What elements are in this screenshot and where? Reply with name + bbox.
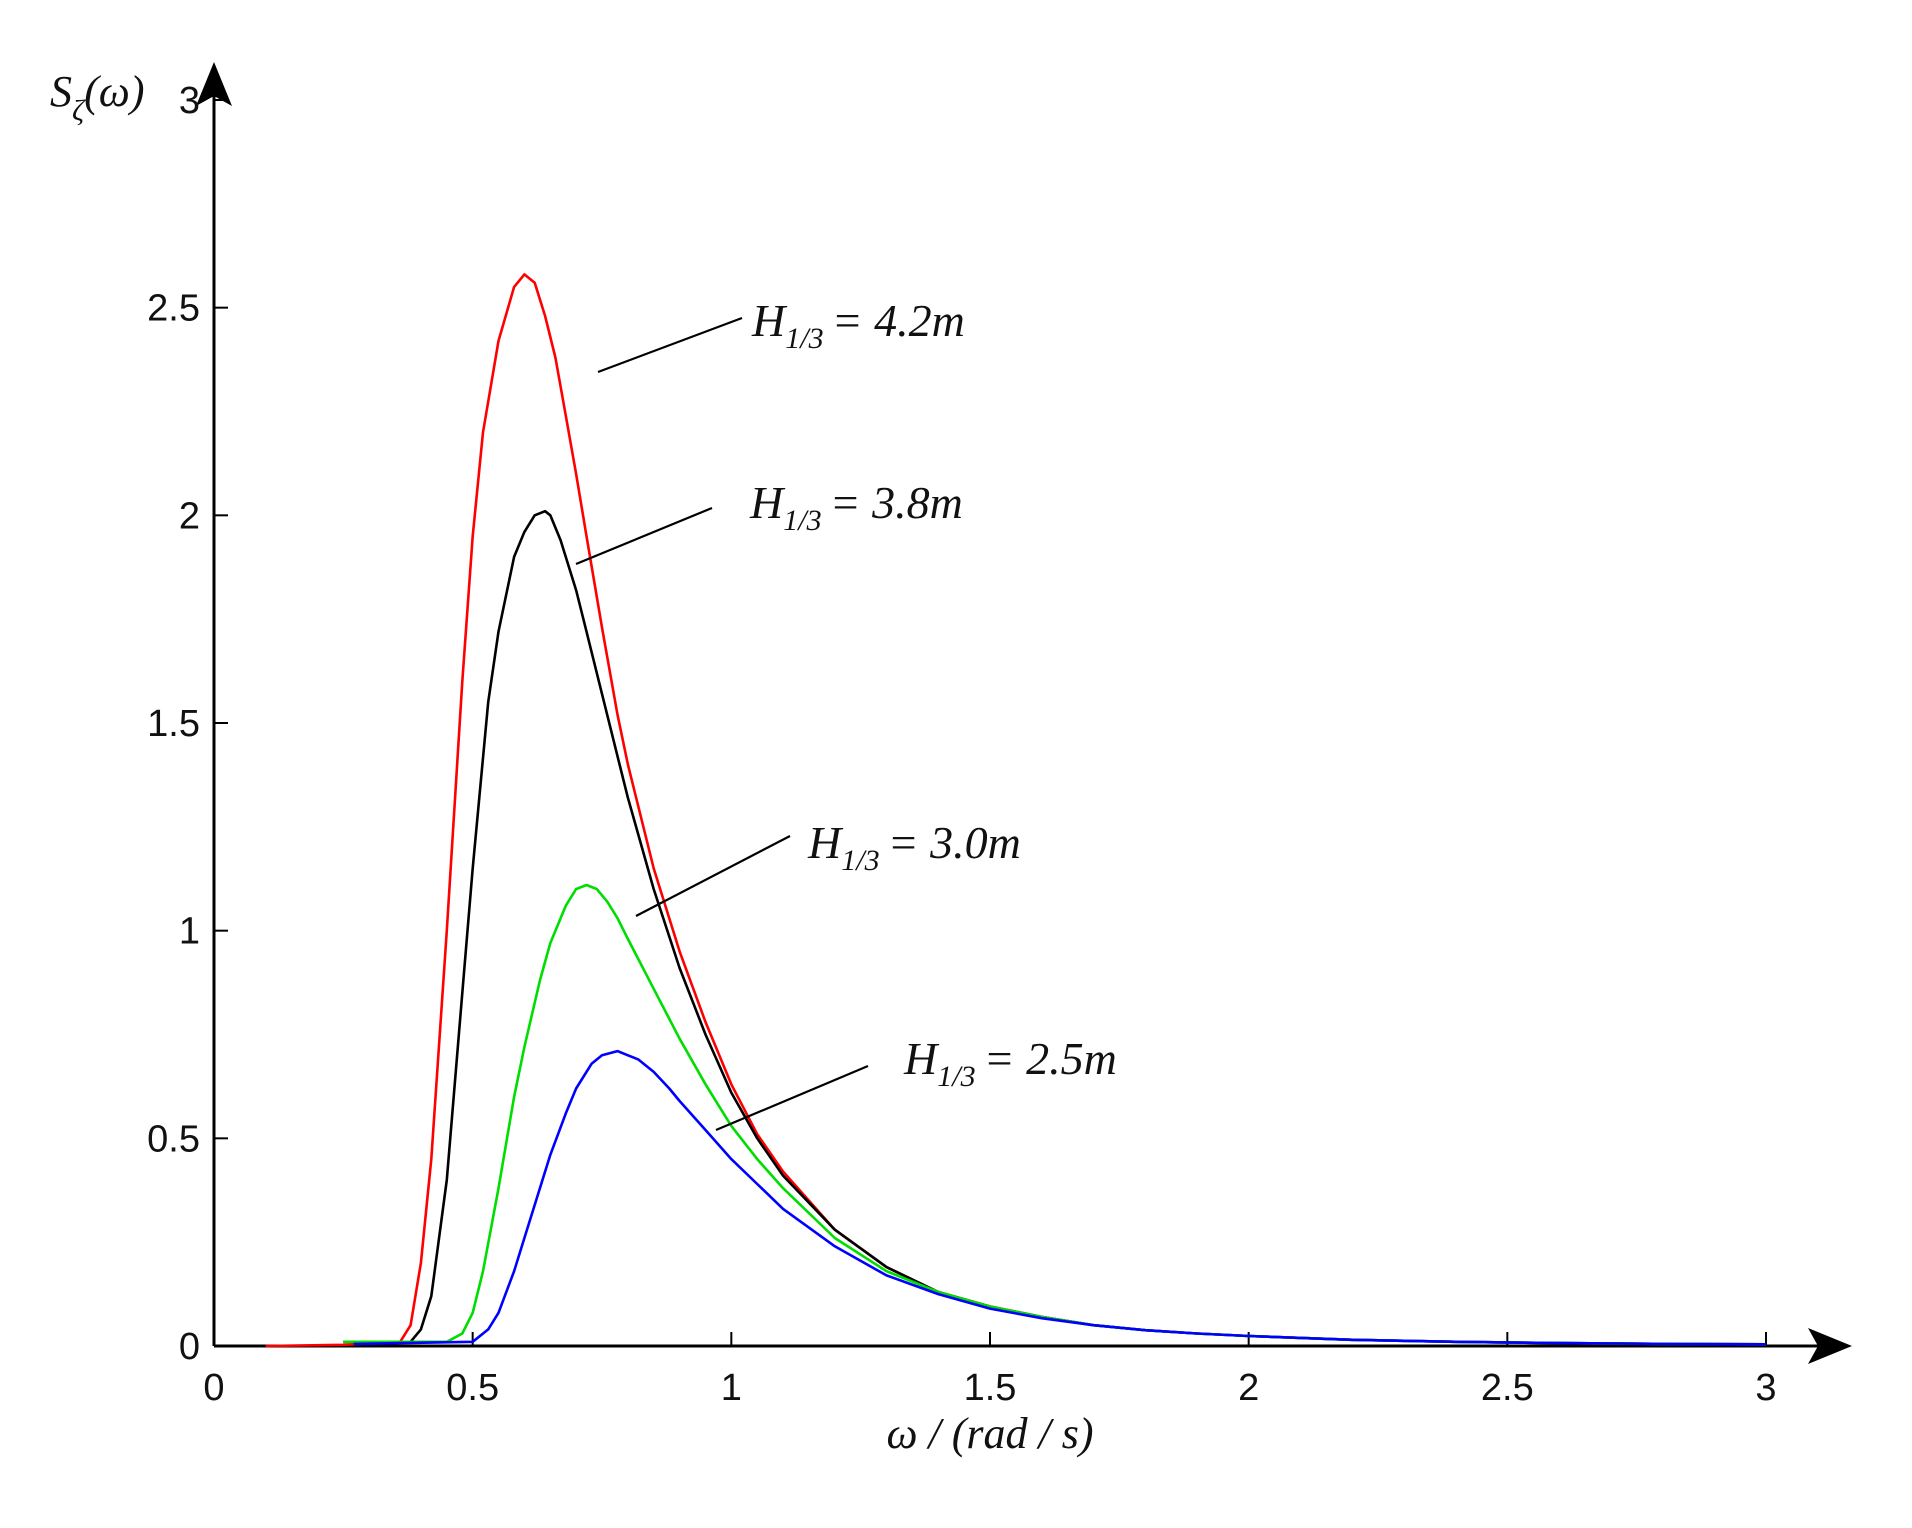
- series-line-1: [265, 273, 1767, 1348]
- annotation-leader-line: [575, 506, 713, 566]
- annotation-label-2: H1/3 = 3.8m: [749, 477, 963, 537]
- x-tick-label: 0: [203, 1367, 224, 1409]
- axes: 0 0.5 1 1.5 2 2.5 3 0 0.5 1 1.5 2 2.5 3: [147, 62, 1852, 1409]
- y-axis-arrow: [196, 62, 232, 106]
- series-line-4: [353, 1049, 1767, 1346]
- annotation-leader-line: [597, 316, 743, 374]
- y-tick-label: 2: [179, 495, 200, 537]
- y-tick-label: 2.5: [147, 288, 200, 330]
- y-axis-label: Sζ(ω): [50, 67, 145, 127]
- x-tick-label: 0.5: [446, 1367, 499, 1409]
- y-tick-label: 3: [179, 80, 200, 122]
- annotation-leader-line: [635, 835, 791, 917]
- x-tick-label: 3: [1755, 1367, 1776, 1409]
- x-tick-label: 2: [1238, 1367, 1259, 1409]
- x-tick-label: 1: [721, 1367, 742, 1409]
- x-axis-arrow: [1808, 1328, 1852, 1364]
- y-tick-label: 1: [179, 911, 200, 953]
- x-tick-label: 1.5: [964, 1367, 1017, 1409]
- annotations: H1/3 = 4.2m H1/3 = 3.8m H1/3 = 3.0m H1/3 = 2.5m: [575, 295, 1117, 1132]
- annotation-leader-line: [715, 1064, 869, 1132]
- y-tick-label: 0: [179, 1326, 200, 1368]
- y-tick-label: 0.5: [147, 1118, 200, 1160]
- series-group: [265, 273, 1767, 1348]
- annotation-label-1: H1/3 = 4.2m: [751, 295, 965, 355]
- x-tick-label: 2.5: [1481, 1367, 1534, 1409]
- series-line-3: [343, 883, 1767, 1346]
- annotation-label-4: H1/3 = 2.5m: [903, 1033, 1117, 1093]
- y-tick-label: 1.5: [147, 703, 200, 745]
- x-axis-label: ω / (rad / s): [886, 1409, 1093, 1458]
- axis-labels: ω / (rad / s) Sζ(ω): [50, 67, 1094, 1458]
- annotation-label-3: H1/3 = 3.0m: [807, 817, 1021, 877]
